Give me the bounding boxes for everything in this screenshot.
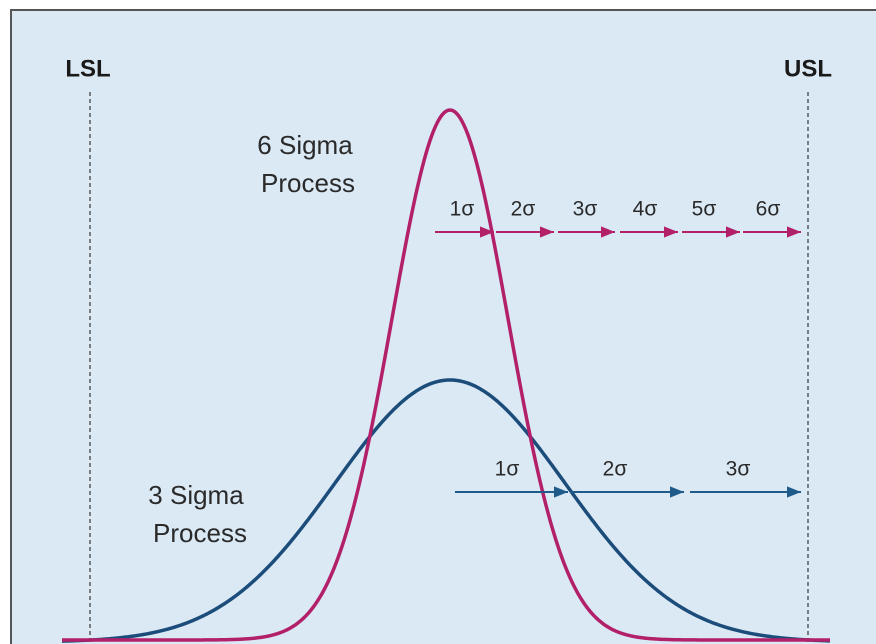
step-label: 3σ <box>573 198 598 221</box>
step-label: 2σ <box>603 458 628 481</box>
step-label: 1σ <box>495 458 520 481</box>
six-sigma-title: 6 Sigma <box>257 130 353 160</box>
usl-label: USL <box>784 55 832 82</box>
step-label: 4σ <box>633 198 658 221</box>
six-sigma-title: Process <box>261 168 355 198</box>
three-sigma-title: Process <box>153 518 247 548</box>
three-sigma-title: 3 Sigma <box>148 480 244 510</box>
step-label: 2σ <box>511 198 536 221</box>
three-sigma-steps: 1σ 2σ 3σ <box>455 458 801 498</box>
step-label: 3σ <box>726 458 751 481</box>
panel <box>10 9 876 644</box>
six-sigma-curve <box>62 108 830 642</box>
three-sigma-curve <box>61 378 831 643</box>
lsl-label: LSL <box>65 55 110 82</box>
step-label: 1σ <box>450 198 475 221</box>
six-sigma-steps: 1σ 2σ 3σ 4σ 5σ 6σ <box>435 198 801 238</box>
step-label: 5σ <box>692 198 717 221</box>
step-label: 6σ <box>756 198 781 221</box>
